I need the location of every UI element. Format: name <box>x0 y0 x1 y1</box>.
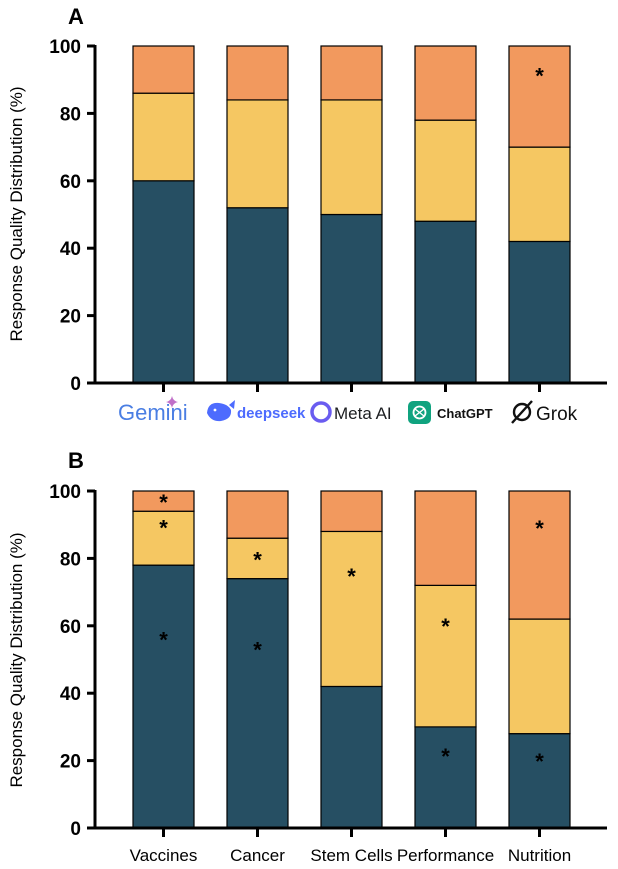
y-tick-label: 100 <box>49 482 81 503</box>
deepseek-whale-icon <box>207 400 235 422</box>
y-tick-label: 0 <box>70 374 81 395</box>
x-tick-label: Nutrition <box>508 846 571 865</box>
bar-segment-bottom-cancer <box>226 578 289 829</box>
bar-segment-top-performance <box>414 490 477 586</box>
bar-segment-middle-deepseek <box>226 99 289 209</box>
y-tick-label: 40 <box>60 684 81 705</box>
y-tick-label: 20 <box>60 752 81 773</box>
bar-segment-middle-vaccines <box>132 510 195 566</box>
bar-segment-middle-meta-ai <box>320 99 383 216</box>
grok-icon <box>511 400 533 424</box>
panel-b-bars <box>132 490 571 829</box>
bar-segment-middle-nutrition <box>508 618 571 735</box>
panel-a: A Response Quality Distribution (%) * 0 2… <box>7 4 607 425</box>
significance-asterisk: * <box>535 516 544 541</box>
x-tick-label: Vaccines <box>130 846 198 865</box>
y-tick-label: 40 <box>60 239 81 260</box>
bar-segment-top-vaccines <box>132 490 195 512</box>
meta-ai-logo-text: Meta AI <box>334 404 392 423</box>
grok-logo: Grok <box>511 400 578 425</box>
bar-segment-top-deepseek <box>226 45 289 101</box>
significance-asterisk: * <box>159 515 168 540</box>
significance-asterisk: * <box>253 637 262 662</box>
y-tick-label: 0 <box>70 819 81 840</box>
bar-segment-bottom-performance <box>414 726 477 829</box>
significance-asterisk: * <box>159 490 168 515</box>
bar-segment-bottom-deepseek <box>226 207 289 384</box>
bar-segment-middle-performance <box>414 584 477 728</box>
bar-segment-top-cancer <box>226 490 289 539</box>
significance-asterisk: * <box>441 614 450 639</box>
gemini-logo-text: Gemini <box>118 400 188 425</box>
panel-b-annotations: ********** <box>159 490 544 774</box>
bar-segment-bottom-gemini <box>132 180 195 384</box>
significance-asterisk: * <box>253 547 262 572</box>
deepseek-logo: deepseek <box>207 400 306 422</box>
meta-ai-ring-icon <box>310 401 332 423</box>
significance-asterisk: * <box>535 749 544 774</box>
bar-segment-middle-grok <box>508 146 571 243</box>
bar-segment-middle-stem-cells <box>320 530 383 688</box>
bar-segment-top-grok <box>508 45 571 148</box>
significance-asterisk: * <box>347 564 356 589</box>
panel-b-label: B <box>68 448 84 473</box>
panel-b-y-axis-title: Response Quality Distribution (%) <box>7 532 26 787</box>
y-tick-label: 80 <box>60 549 81 570</box>
x-tick-label: Stem Cells <box>310 846 392 865</box>
bar-segment-top-nutrition <box>508 490 571 620</box>
y-tick-label: 60 <box>60 172 81 193</box>
panel-a-logos: Gemini deepseek Meta AI ChatGPT <box>118 396 578 425</box>
panel-a-y-axis-title: Response Quality Distribution (%) <box>7 86 26 341</box>
bar-segment-middle-chatgpt <box>414 119 477 222</box>
bar-segment-top-meta-ai <box>320 45 383 101</box>
bar-segment-middle-cancer <box>226 537 289 580</box>
significance-asterisk: * <box>441 744 450 769</box>
bar-segment-bottom-meta-ai <box>320 213 383 384</box>
bar-segment-bottom-vaccines <box>132 564 195 829</box>
y-tick-label: 60 <box>60 617 81 638</box>
significance-asterisk: * <box>159 628 168 653</box>
significance-asterisk: * <box>535 63 544 88</box>
bar-segment-bottom-chatgpt <box>414 220 477 384</box>
chatgpt-logo-text: ChatGPT <box>437 406 493 421</box>
y-tick-label: 20 <box>60 307 81 328</box>
y-tick-label: 80 <box>60 104 81 125</box>
deepseek-logo-text: deepseek <box>237 405 306 422</box>
panel-a-label: A <box>68 4 84 29</box>
bar-segment-bottom-nutrition <box>508 733 571 829</box>
gemini-sparkle-icon <box>166 396 178 408</box>
bar-segment-top-stem-cells <box>320 490 383 533</box>
bar-segment-middle-gemini <box>132 92 195 182</box>
panel-a-axes: 0 20 40 60 80 100 <box>49 37 607 395</box>
panel-b: B Response Quality Distribution (%) ****… <box>7 448 607 865</box>
x-tick-label: Cancer <box>230 846 285 865</box>
bar-segment-bottom-stem-cells <box>320 685 383 829</box>
gemini-logo: Gemini <box>118 396 188 425</box>
chatgpt-logo: ChatGPT <box>408 401 493 424</box>
panel-a-annotations: * <box>535 63 544 88</box>
panel-b-axes: 0 20 40 60 80 100 Vaccines Cancer Stem Cells Perf… <box>49 482 607 865</box>
bar-segment-top-chatgpt <box>414 45 477 121</box>
x-tick-label: Performance <box>397 846 494 865</box>
bar-segment-bottom-grok <box>508 240 571 384</box>
grok-logo-text: Grok <box>536 404 578 425</box>
meta-ai-logo: Meta AI <box>310 401 392 423</box>
panel-a-bars <box>132 45 571 384</box>
y-tick-label: 100 <box>49 37 81 58</box>
bar-segment-top-gemini <box>132 45 195 94</box>
